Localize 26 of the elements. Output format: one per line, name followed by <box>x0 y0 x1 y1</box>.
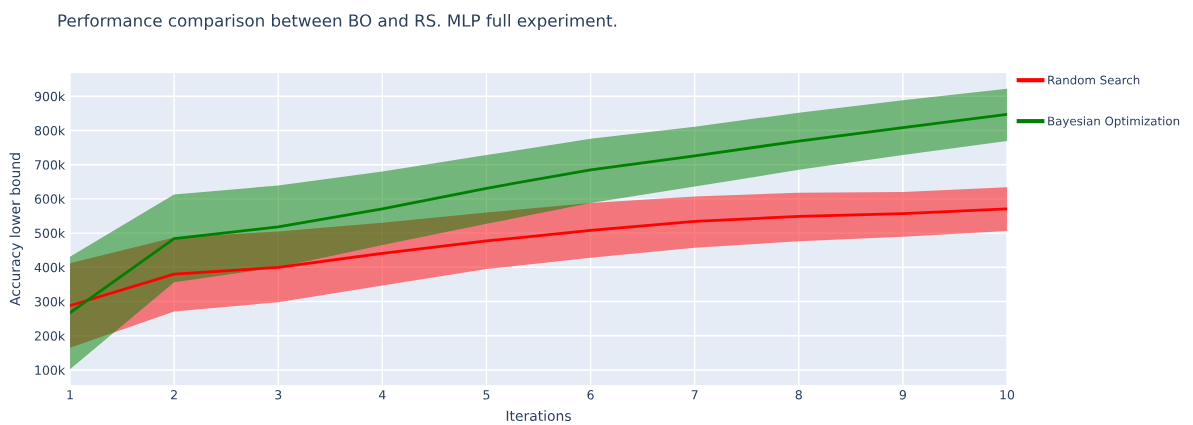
legend-label: Random Search <box>1048 75 1140 85</box>
x-tick-label: 4 <box>378 390 386 400</box>
y-tick-label: 200k <box>34 330 66 341</box>
x-tick-label: 7 <box>691 390 698 400</box>
x-tick-label: 8 <box>795 390 802 400</box>
x-tick-label: 10 <box>1000 390 1015 400</box>
line-series <box>70 113 1007 315</box>
y-tick-label: 300k <box>34 296 66 307</box>
x-tick-label: 1 <box>67 390 73 400</box>
y-tick-label: 400k <box>34 262 66 273</box>
y-tick-label: 500k <box>35 228 66 239</box>
line-series <box>70 207 1007 308</box>
legend-label: Bayesian Optimization <box>1048 116 1180 128</box>
x-tick-label: 9 <box>899 390 906 400</box>
y-tick-label: 100k <box>35 365 66 375</box>
y-tick-label: 700k <box>35 159 66 170</box>
x-tick-label: 2 <box>171 390 177 400</box>
x-tick-label: 6 <box>587 390 594 400</box>
y-tick-label: 600k <box>34 194 66 204</box>
x-tick-label: 5 <box>483 390 490 400</box>
y-tick-label: 800k <box>34 125 66 136</box>
y-axis-title: Accuracy lower bound <box>9 153 23 306</box>
chart-title: Performance comparison between BO and RS. MLP full experiment. <box>58 13 617 31</box>
y-tick-label: 900k <box>34 91 66 102</box>
x-axis-title: Iterations <box>506 410 571 422</box>
x-tick-label: 3 <box>275 390 282 400</box>
